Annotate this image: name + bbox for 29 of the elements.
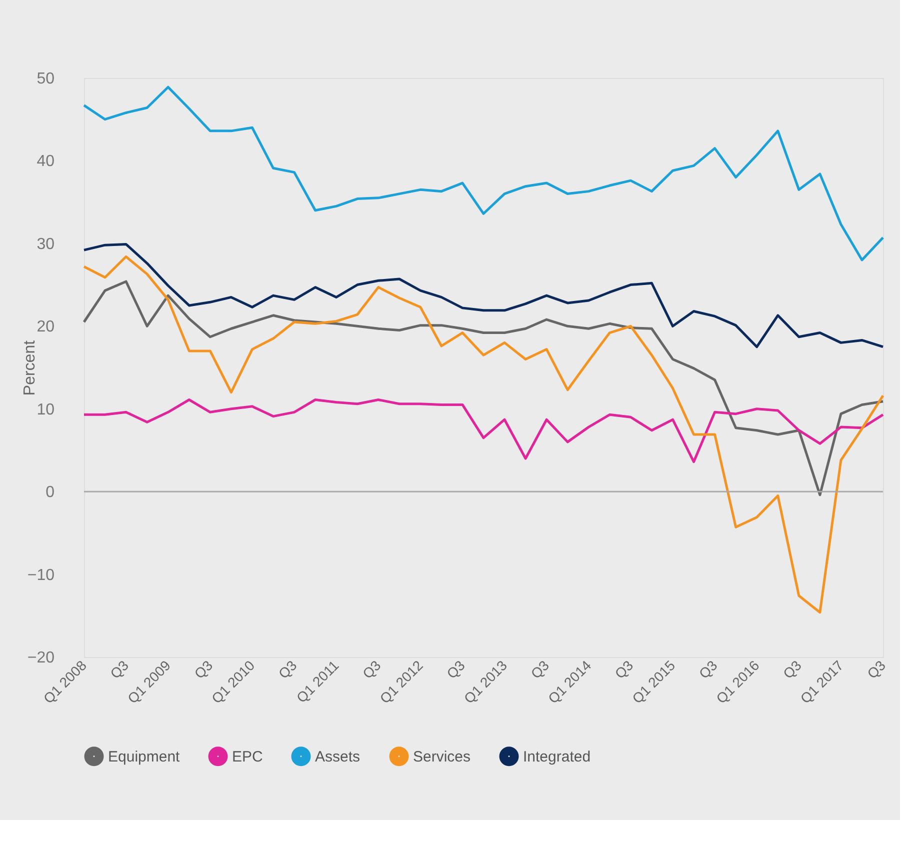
y-axis-title: Percent (21, 340, 38, 396)
y-tick-label: 30 (36, 236, 55, 253)
x-tick-label: Q3 (780, 656, 804, 682)
line-series (82, 280, 884, 496)
line-series (82, 398, 884, 464)
y-tick-label: −10 (27, 566, 55, 584)
x-tick-label: Q3 (528, 656, 552, 682)
x-tick-label: Q3 (864, 656, 889, 682)
line-series (82, 243, 884, 348)
line-series (82, 86, 884, 262)
legend-label: Services (413, 748, 471, 766)
x-tick-label: Q3 (359, 656, 384, 682)
y-tick-label: 40 (36, 153, 55, 170)
x-tick-label: Q3 (191, 656, 216, 682)
x-tick-label: Q3 (275, 656, 300, 682)
x-tick-label: Q3 (612, 656, 636, 682)
y-tick-label: −20 (27, 650, 55, 666)
x-tick-label: Q3 (443, 656, 468, 682)
y-tick-label: 20 (36, 318, 55, 336)
x-tick-label: Q3 (106, 656, 132, 682)
y-tick-label: 10 (36, 401, 55, 418)
legend-label: Equipment (108, 748, 181, 766)
y-tick-label: 50 (36, 70, 55, 88)
legend-label: Assets (315, 748, 360, 766)
legend-label: Integrated (523, 748, 591, 766)
y-tick-label: 0 (46, 484, 55, 502)
legend-label: EPC (232, 748, 264, 766)
x-tick-label: Q3 (696, 656, 720, 682)
line-series (82, 255, 884, 614)
